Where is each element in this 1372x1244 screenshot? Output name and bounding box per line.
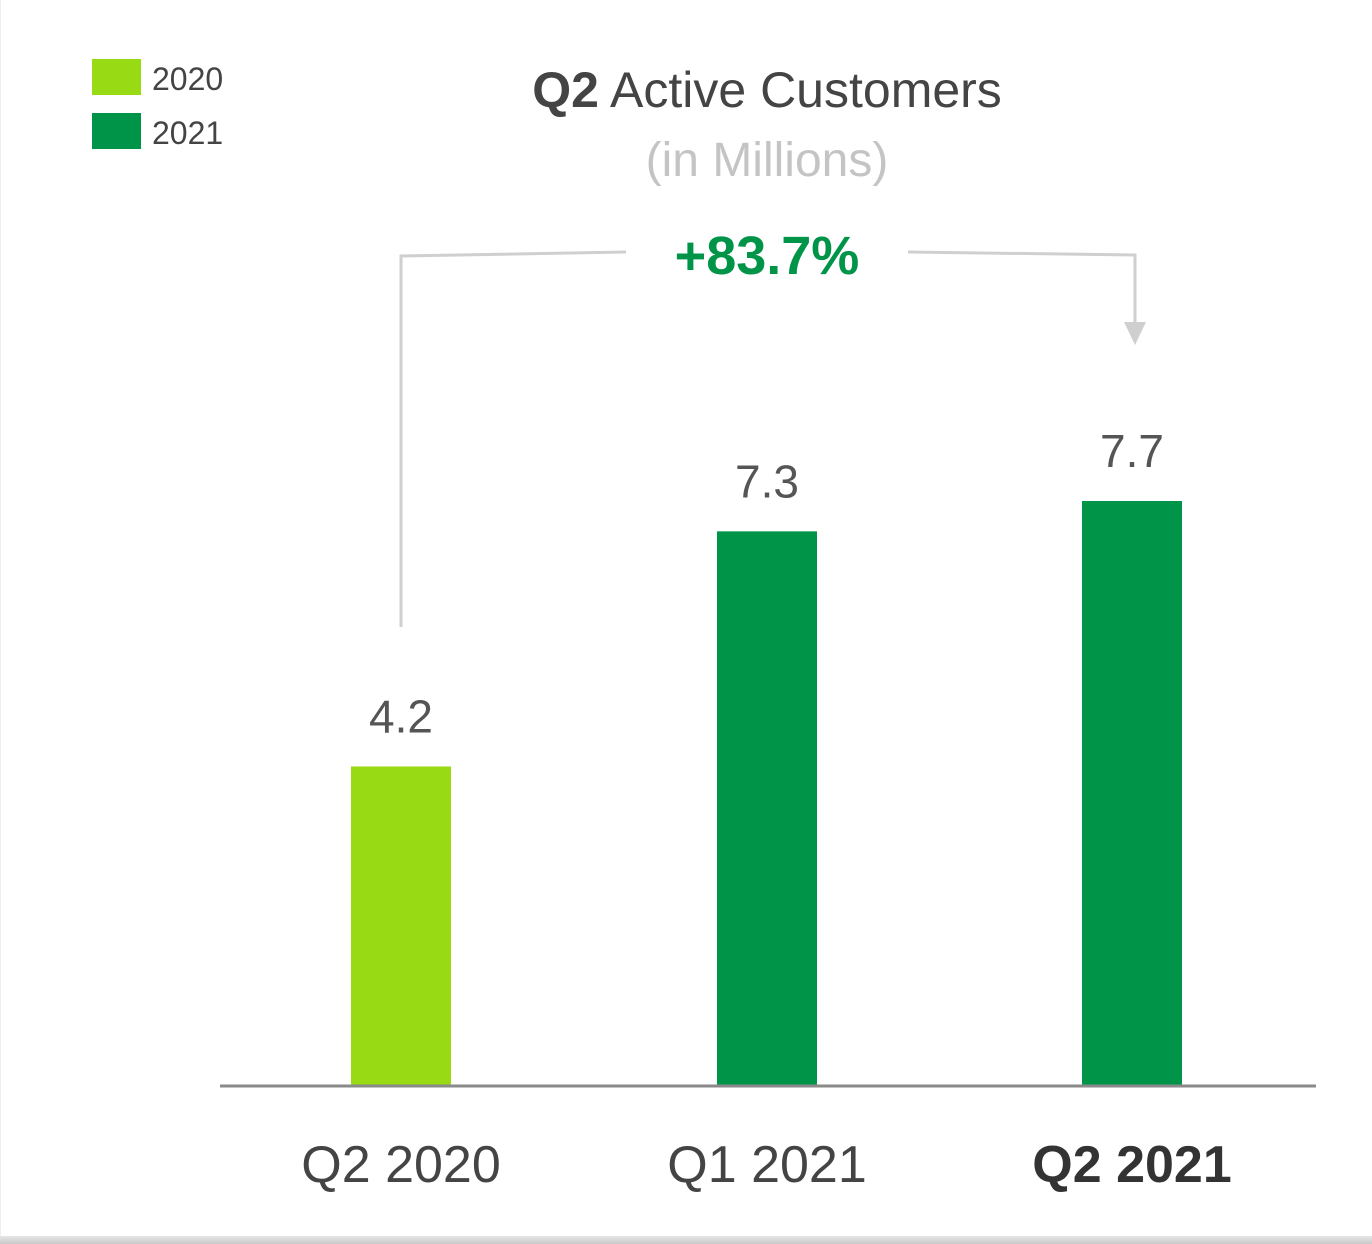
- bars: 4.2 Q2 2020 7.3 Q1 2021 7.7 Q2 2021: [301, 425, 1232, 1194]
- chart-title-rest: Active Customers: [599, 62, 1002, 118]
- value-label: 7.3: [735, 455, 799, 507]
- growth-bracket: [399, 250, 1137, 627]
- chart-title-bold: Q2: [532, 62, 599, 118]
- bar-q2-2020: [351, 766, 451, 1085]
- chart-subtitle: (in Millions): [646, 134, 889, 187]
- legend-label-2020: 2020: [152, 61, 223, 97]
- frame-edge: [0, 0, 1, 1236]
- growth-annotation: +83.7%: [675, 226, 860, 286]
- value-label: 4.2: [369, 690, 433, 742]
- arrow-down-icon: [1124, 322, 1146, 345]
- value-label: 7.7: [1100, 425, 1164, 477]
- legend-label-2021: 2021: [152, 115, 223, 151]
- frame-shadow: [0, 1236, 1372, 1244]
- x-tick-label: Q1 2021: [667, 1136, 867, 1194]
- legend-swatch-2020: [92, 59, 141, 95]
- legend: 2020 2021: [92, 59, 223, 151]
- x-tick-label: Q2 2021: [1032, 1136, 1232, 1194]
- legend-swatch-2021: [92, 113, 141, 149]
- bar-q1-2021: [717, 531, 817, 1085]
- x-tick-label: Q2 2020: [301, 1136, 501, 1194]
- bar-q2-2021: [1082, 501, 1182, 1085]
- chart-title: Q2 Active Customers: [532, 62, 1002, 118]
